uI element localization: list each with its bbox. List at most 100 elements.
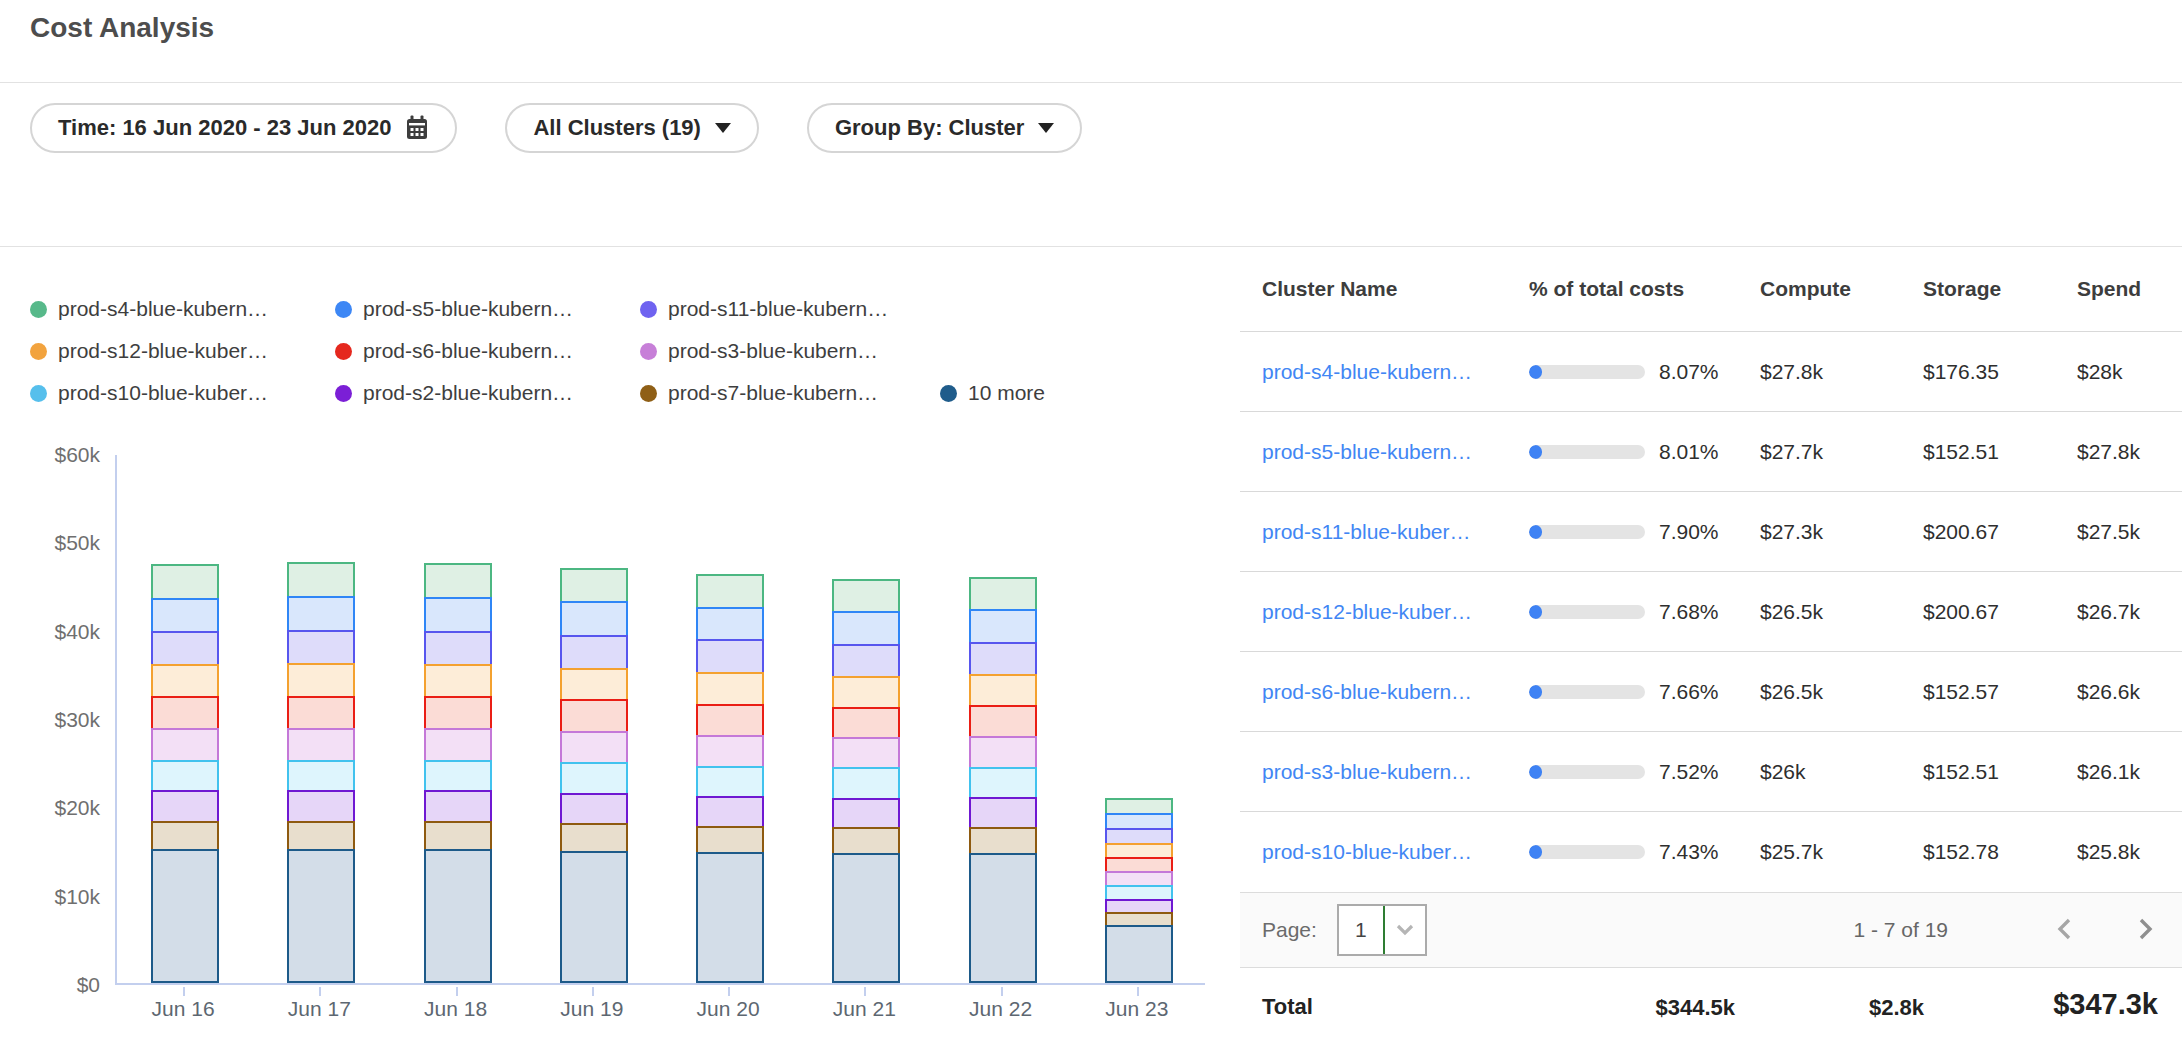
bar-segment-prod-s2[interactable] [832,798,900,827]
bar-segment-prod-s6[interactable] [832,707,900,738]
bar-segment-prod-s3[interactable] [696,735,764,766]
bar-segment-prod-s5[interactable] [287,596,355,630]
bar-segment-prod-s3[interactable] [560,731,628,762]
bar-segment-prod-s4[interactable] [424,563,492,597]
bar-segment-prod-s4[interactable] [560,568,628,602]
legend-item-prod-s11[interactable]: prod-s11-blue-kubern… [640,297,940,321]
bar-segment-prod-s5[interactable] [696,607,764,640]
cluster-link[interactable]: prod-s4-blue-kubern… [1262,360,1529,384]
bar-segment-prod-s12[interactable] [969,674,1037,705]
group-by-filter[interactable]: Group By: Cluster [807,103,1082,153]
bar-segment-prod-s11[interactable] [287,630,355,664]
bar-segment-prod-s5[interactable] [560,601,628,635]
bar-segment-prod-s3[interactable] [832,737,900,767]
next-page-button[interactable] [2128,911,2162,950]
legend-item-prod-s6[interactable]: prod-s6-blue-kubern… [335,339,640,363]
bar-segment-prod-s12[interactable] [424,664,492,696]
bar-segment-prod-s6[interactable] [151,696,219,728]
bar-segment-prod-s7[interactable] [696,826,764,853]
bar-segment-prod-s7[interactable] [424,821,492,848]
legend-item-prod-s2[interactable]: prod-s2-blue-kubern… [335,381,640,405]
bar-segment-prod-s11[interactable] [151,631,219,664]
clusters-filter[interactable]: All Clusters (19) [505,103,759,153]
bar-segment-prod-s4[interactable] [832,579,900,612]
bar-segment-prod-s3[interactable] [1105,871,1173,885]
bar-segment-prod-s7[interactable] [1105,912,1173,924]
page-select[interactable]: 1 [1337,904,1427,956]
bar-segment-prod-s12[interactable] [287,663,355,696]
bar-segment-prod-s4[interactable] [969,577,1037,610]
cluster-link[interactable]: prod-s10-blue-kuber… [1262,840,1529,864]
bar-jun-23[interactable] [1105,798,1173,983]
prev-page-button[interactable] [2048,911,2082,950]
cluster-link[interactable]: prod-s6-blue-kubern… [1262,680,1529,704]
bar-segment-10-more[interactable] [287,849,355,983]
cluster-link[interactable]: prod-s11-blue-kuber… [1262,520,1529,544]
bar-segment-prod-s2[interactable] [696,796,764,826]
legend-item-prod-s5[interactable]: prod-s5-blue-kubern… [335,297,640,321]
legend-item-10-more[interactable]: 10 more [940,381,1045,405]
bar-segment-prod-s4[interactable] [696,574,764,607]
bar-segment-prod-s6[interactable] [424,696,492,728]
bar-segment-prod-s6[interactable] [969,705,1037,736]
bar-segment-10-more[interactable] [560,851,628,984]
bar-segment-prod-s11[interactable] [560,635,628,668]
bar-segment-prod-s2[interactable] [287,790,355,821]
bar-segment-10-more[interactable] [696,852,764,983]
bar-jun-16[interactable] [151,564,219,983]
bar-segment-prod-s6[interactable] [287,696,355,728]
time-range-filter[interactable]: Time: 16 Jun 2020 - 23 Jun 2020 [30,103,457,153]
bar-segment-prod-s10[interactable] [1105,885,1173,899]
bar-segment-prod-s10[interactable] [696,766,764,796]
legend-item-prod-s7[interactable]: prod-s7-blue-kubern… [640,381,940,405]
bar-segment-10-more[interactable] [151,849,219,983]
bar-segment-prod-s2[interactable] [1105,899,1173,912]
bar-segment-prod-s12[interactable] [832,676,900,707]
bar-segment-prod-s12[interactable] [151,664,219,696]
bar-segment-prod-s10[interactable] [832,767,900,797]
bar-segment-prod-s4[interactable] [287,562,355,596]
bar-segment-prod-s4[interactable] [151,564,219,598]
bar-segment-prod-s6[interactable] [696,704,764,735]
legend-item-prod-s4[interactable]: prod-s4-blue-kubern… [30,297,335,321]
bar-segment-prod-s10[interactable] [287,760,355,791]
bar-segment-prod-s7[interactable] [969,827,1037,854]
bar-segment-prod-s5[interactable] [1105,813,1173,828]
bar-segment-prod-s4[interactable] [1105,798,1173,813]
bar-segment-prod-s5[interactable] [151,598,219,632]
bar-segment-prod-s11[interactable] [696,639,764,672]
bar-segment-prod-s12[interactable] [560,668,628,700]
bar-segment-prod-s2[interactable] [969,797,1037,827]
bar-jun-18[interactable] [424,563,492,983]
bar-segment-prod-s3[interactable] [151,728,219,760]
bar-segment-prod-s10[interactable] [424,760,492,791]
bar-segment-prod-s11[interactable] [1105,828,1173,843]
bar-segment-prod-s7[interactable] [151,821,219,848]
bar-segment-prod-s7[interactable] [560,823,628,850]
bar-segment-prod-s12[interactable] [696,672,764,704]
bar-jun-19[interactable] [560,568,628,983]
bar-segment-prod-s7[interactable] [832,827,900,854]
bar-segment-prod-s11[interactable] [832,644,900,676]
bar-segment-10-more[interactable] [832,853,900,983]
bar-segment-10-more[interactable] [424,849,492,983]
bar-segment-prod-s2[interactable] [560,793,628,823]
bar-jun-21[interactable] [832,579,900,984]
bar-segment-10-more[interactable] [969,853,1037,983]
bar-jun-20[interactable] [696,574,764,983]
bar-segment-10-more[interactable] [1105,925,1173,983]
legend-item-prod-s12[interactable]: prod-s12-blue-kuber… [30,339,335,363]
cluster-link[interactable]: prod-s12-blue-kuber… [1262,600,1529,624]
bar-segment-prod-s7[interactable] [287,821,355,848]
bar-segment-prod-s5[interactable] [969,609,1037,642]
bar-segment-prod-s12[interactable] [1105,843,1173,857]
bar-segment-prod-s11[interactable] [969,642,1037,674]
bar-segment-prod-s10[interactable] [969,767,1037,797]
bar-segment-prod-s2[interactable] [424,790,492,821]
legend-item-prod-s3[interactable]: prod-s3-blue-kubern… [640,339,940,363]
bar-jun-17[interactable] [287,562,355,983]
bar-segment-prod-s11[interactable] [424,631,492,665]
bar-segment-prod-s10[interactable] [560,762,628,793]
bar-segment-prod-s6[interactable] [560,699,628,731]
legend-item-prod-s10[interactable]: prod-s10-blue-kuber… [30,381,335,405]
